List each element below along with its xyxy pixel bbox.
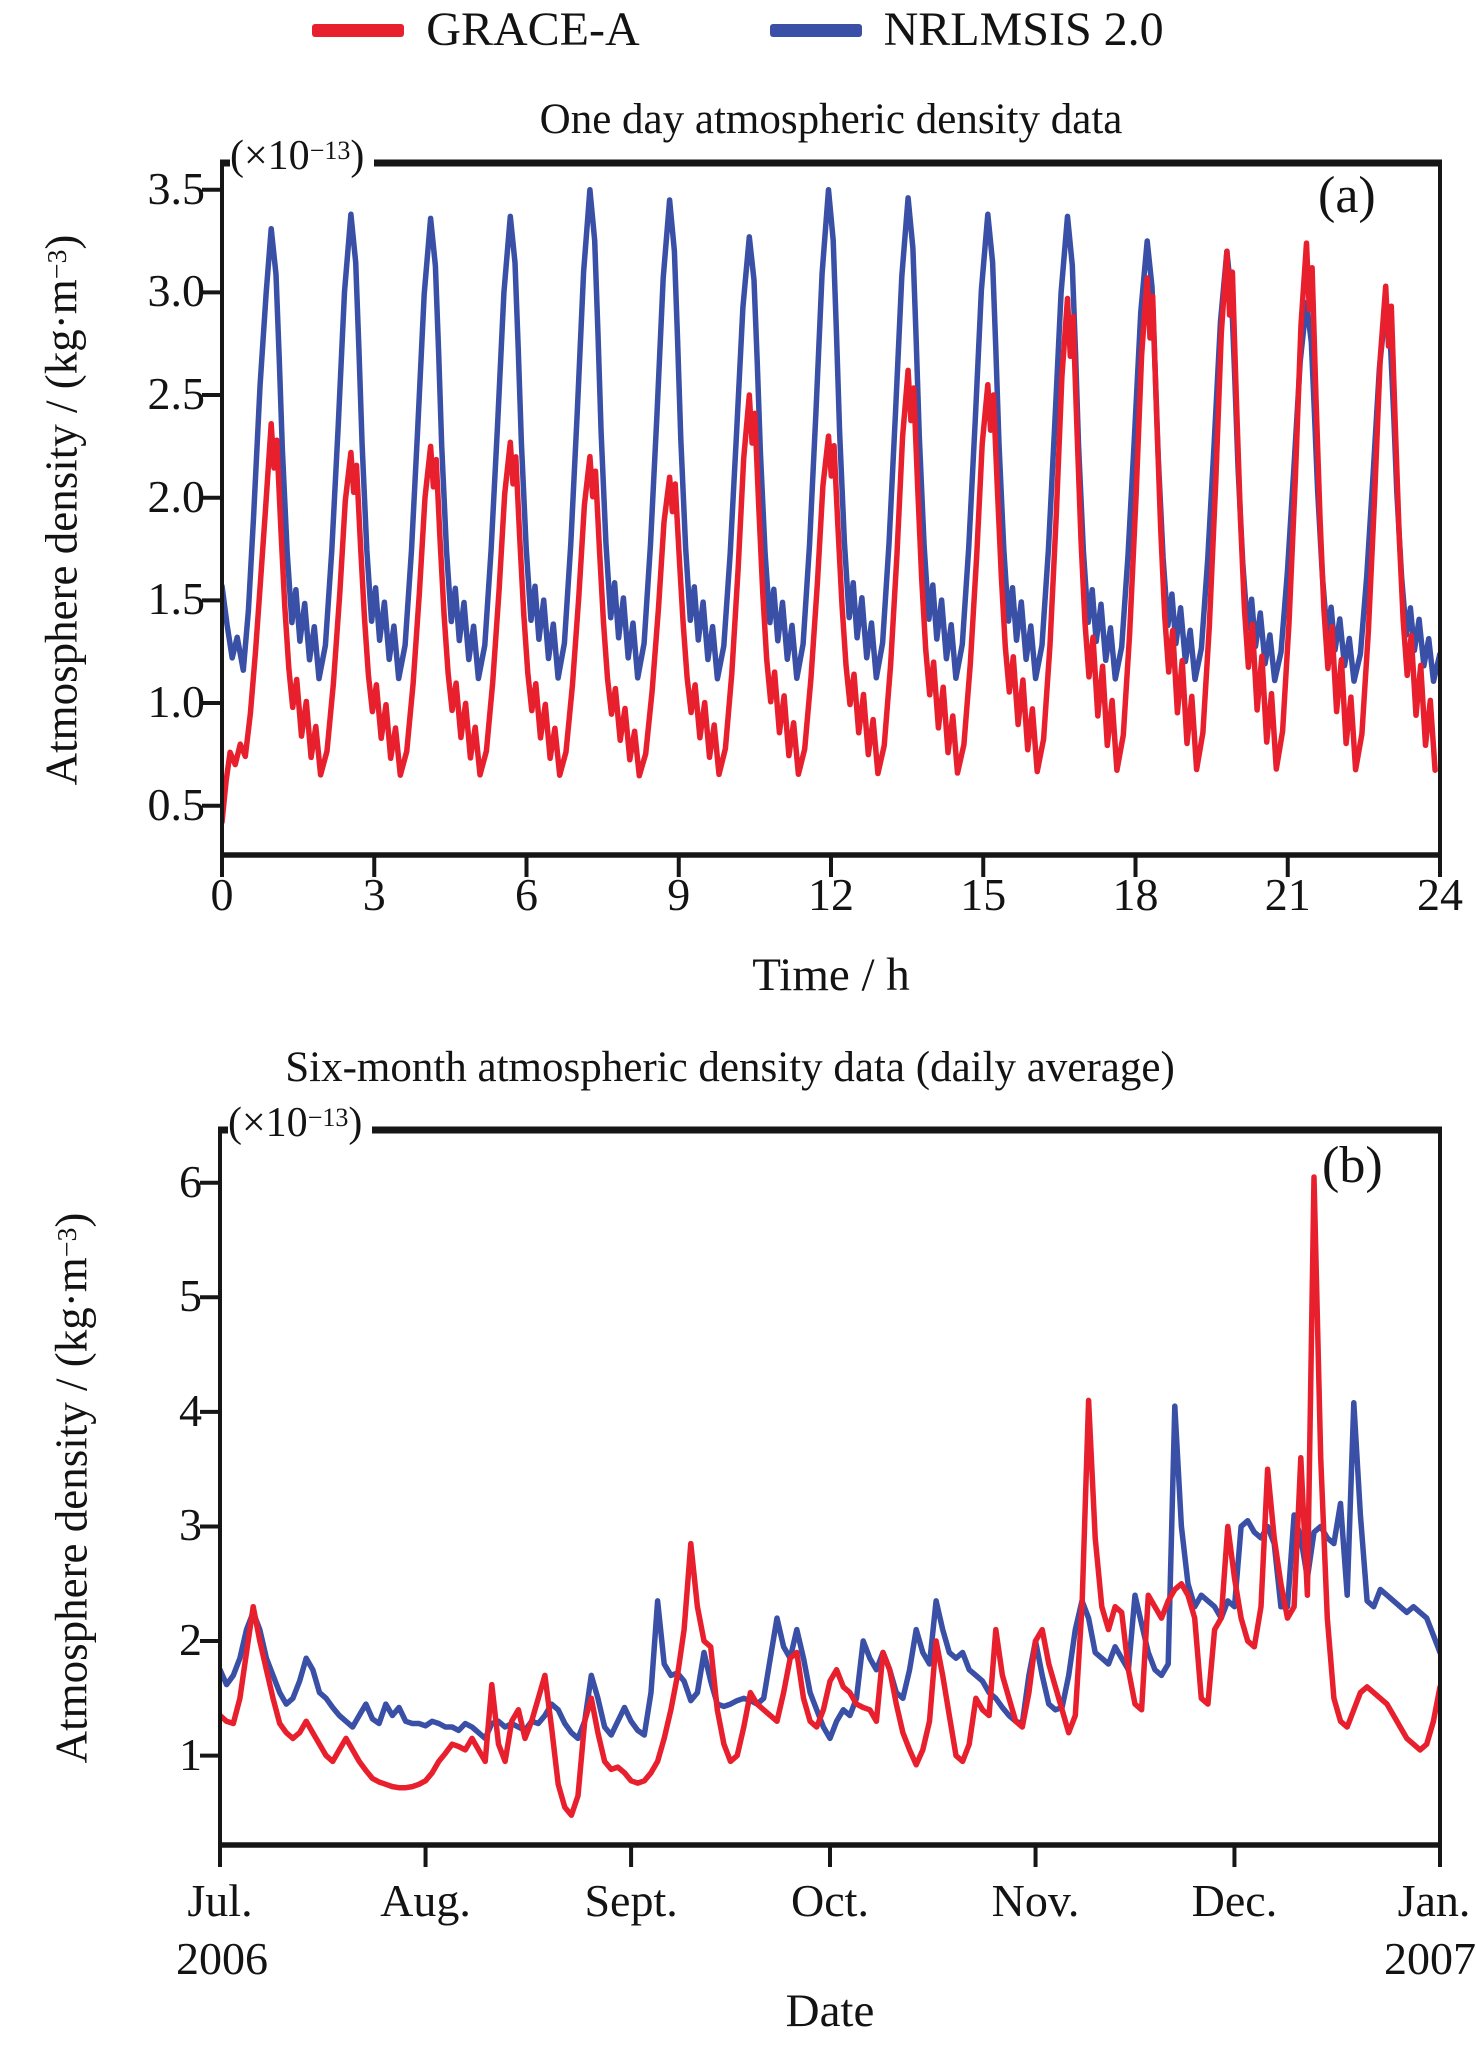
- x-tick-label: 24: [1417, 869, 1463, 920]
- y-tick-label: 2: [179, 1614, 202, 1666]
- x-tick-label: Oct.: [791, 1875, 869, 1926]
- panel-a-scale-note: (×10−13): [230, 133, 375, 179]
- legend-label-grace: GRACE-A: [426, 3, 640, 56]
- grace-a-line: [222, 1174, 1438, 1818]
- x-tick-label: 15: [960, 869, 1007, 920]
- y-tick-label: 1: [179, 1728, 202, 1780]
- y-tick-label: 1.5: [147, 573, 206, 625]
- panel-a-title: One day atmospheric density data: [539, 96, 1123, 143]
- scale-b-exponent: −13: [307, 1103, 349, 1133]
- scale-b-suffix: ): [348, 1100, 363, 1146]
- x-tick-label: 9: [667, 869, 691, 920]
- legend: GRACE-A NRLMSIS 2.0: [0, 6, 1476, 54]
- y-tick-label: 0.5: [147, 778, 206, 830]
- legend-label-nrlmsis: NRLMSIS 2.0: [883, 3, 1164, 56]
- scale-a-prefix: (×10: [230, 133, 310, 179]
- panel-a-corner-label: (a): [1318, 167, 1376, 224]
- x-tick-label: 18: [1112, 869, 1159, 920]
- x-tick-label: Aug.: [380, 1875, 471, 1926]
- ylabel-b-exponent: −3: [51, 1227, 83, 1258]
- scale-a-exponent: −13: [309, 136, 351, 166]
- grace-a-line-swatch: [312, 23, 405, 37]
- legend-item-nrlmsis: NRLMSIS 2.0: [769, 3, 1164, 56]
- grace-a-line: [224, 240, 1438, 824]
- y-tick-label: 4: [179, 1384, 202, 1436]
- x-tick-label: 12: [808, 869, 854, 920]
- y-tick-label: 5: [179, 1270, 202, 1322]
- ylabel-b-suffix: ): [46, 1212, 97, 1228]
- panel-b-year-2006: 2006: [176, 1933, 268, 1984]
- x-tick-label: Nov.: [991, 1875, 1080, 1926]
- x-tick-label: Jul.: [187, 1875, 253, 1926]
- y-tick-label: 1.0: [147, 676, 206, 728]
- y-tick-label: 3: [179, 1499, 202, 1551]
- scale-a-suffix: ): [350, 133, 365, 179]
- y-tick-label: 3.0: [147, 265, 206, 317]
- panel-b-year-2007: 2007: [1384, 1933, 1476, 1984]
- x-tick-label: 6: [515, 869, 538, 920]
- y-tick-label: 6: [179, 1155, 202, 1207]
- x-tick-label: 21: [1264, 869, 1311, 920]
- panel-b-scale-note: (×10−13): [228, 1100, 373, 1146]
- x-tick-label: Sept.: [584, 1875, 678, 1926]
- panel-a-x-axis-label: Time / h: [752, 949, 910, 1001]
- panel-b-x-axis-label: Date: [785, 1985, 875, 2037]
- ylabel-a-suffix: ): [36, 234, 87, 250]
- panel-b-corner-label: (b): [1322, 1137, 1383, 1194]
- scale-b-prefix: (×10: [228, 1100, 308, 1146]
- x-tick-label: 3: [362, 869, 386, 920]
- x-tick-label: 0: [210, 869, 234, 920]
- nrlmsis-line-swatch: [769, 23, 862, 37]
- legend-item-grace: GRACE-A: [312, 3, 640, 56]
- x-tick-label: Dec.: [1191, 1875, 1278, 1926]
- x-tick-label: Jan.: [1397, 1875, 1471, 1926]
- y-tick-label: 2.5: [147, 368, 206, 420]
- y-tick-label: 3.5: [147, 162, 206, 214]
- panel-b-title: Six-month atmospheric density data (dail…: [285, 1044, 1175, 1091]
- y-tick-label: 2.0: [147, 470, 206, 522]
